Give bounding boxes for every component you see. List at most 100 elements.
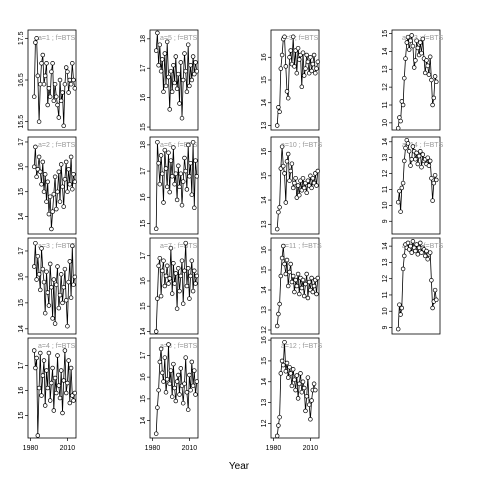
data-point <box>413 157 418 162</box>
data-point <box>406 149 412 154</box>
data-point <box>164 377 170 382</box>
y-tick-label: 13 <box>261 220 268 228</box>
panel: a=6 ; f=BTS 15 16 17 18 <box>140 136 200 235</box>
y-tick-label: 14 <box>261 196 268 204</box>
data-point <box>44 269 49 274</box>
data-point <box>292 377 297 382</box>
data-point <box>285 375 291 380</box>
data-point <box>180 301 186 306</box>
data-point <box>297 291 302 297</box>
y-tick-label: 17 <box>18 362 25 370</box>
series-line <box>397 35 437 129</box>
data-point <box>33 240 38 246</box>
y-tick-label: 14 <box>140 327 147 335</box>
data-point <box>180 77 186 83</box>
y-tick-label: 11 <box>382 101 389 108</box>
data-point <box>184 89 190 95</box>
data-point <box>398 312 403 317</box>
series-line <box>33 146 76 230</box>
x-tick-label: 2010 <box>182 445 198 452</box>
data-point <box>50 316 55 321</box>
data-point <box>62 81 68 87</box>
data-point <box>174 86 180 92</box>
y-tick-label: 12 <box>382 83 389 91</box>
data-point <box>61 204 66 209</box>
y-tick-label: 16 <box>140 94 147 102</box>
data-point <box>177 288 182 294</box>
data-point <box>284 257 290 263</box>
x-tick-label: 1980 <box>23 445 39 452</box>
y-tick-label: 9 <box>382 219 389 223</box>
data-point <box>182 155 187 161</box>
data-point <box>67 400 73 406</box>
data-point <box>65 189 70 194</box>
data-point <box>177 184 182 190</box>
panel: a=12 ; f=BTS 12 13 14 15 16 1980 2010 <box>261 336 323 452</box>
panel-label: a=7 ; f=BTS <box>160 243 198 250</box>
data-point <box>292 180 297 186</box>
panel: a=11 ; f=BTS 12 13 14 15 16 <box>261 237 322 335</box>
data-point <box>156 387 161 393</box>
data-point <box>180 179 186 184</box>
data-point <box>176 266 181 271</box>
y-tick-label: 17.5 <box>18 31 25 45</box>
data-point <box>276 105 281 110</box>
panel-frame <box>27 237 77 335</box>
data-point <box>397 302 402 307</box>
data-point <box>35 253 41 259</box>
y-tick-label: 10 <box>382 307 389 315</box>
data-point <box>187 83 192 89</box>
data-point <box>158 293 164 299</box>
data-point <box>67 182 73 187</box>
data-point <box>45 290 50 295</box>
data-point <box>163 390 169 395</box>
data-point <box>194 68 200 74</box>
data-point <box>434 297 439 303</box>
y-tick-label: 14 <box>140 417 147 425</box>
data-point <box>163 166 169 171</box>
data-point <box>397 188 402 194</box>
data-point <box>282 339 287 345</box>
data-point <box>406 47 412 52</box>
panel-frame <box>149 29 199 131</box>
data-point <box>49 226 54 232</box>
data-point <box>399 185 405 191</box>
y-tick-label: 17 <box>140 167 147 175</box>
data-point <box>301 185 307 191</box>
data-point <box>52 321 58 326</box>
data-point <box>398 118 403 124</box>
data-point <box>65 69 70 74</box>
data-point <box>57 199 63 204</box>
data-point <box>282 171 287 176</box>
data-point <box>171 145 176 150</box>
data-point <box>44 61 49 66</box>
data-point <box>56 383 62 388</box>
data-point <box>300 175 306 181</box>
data-point <box>432 74 438 79</box>
data-point <box>185 142 191 148</box>
data-point <box>70 61 75 66</box>
data-point <box>426 72 432 77</box>
data-point <box>308 55 313 60</box>
panel-label: a=11 ; f=BTS <box>281 243 322 250</box>
data-point <box>67 77 73 83</box>
data-point <box>49 69 54 74</box>
panel: a=14 ; f=BTS 9 10 11 12 13 14 <box>382 136 444 235</box>
data-point <box>179 202 185 208</box>
data-point <box>184 283 190 289</box>
data-point <box>193 281 198 286</box>
data-point <box>183 68 188 74</box>
y-tick-label: 12 <box>261 326 268 334</box>
data-point <box>290 273 296 279</box>
data-point <box>402 158 407 164</box>
data-point <box>60 410 65 416</box>
data-point <box>293 175 298 181</box>
data-point <box>278 371 284 376</box>
data-point <box>303 281 308 287</box>
data-point <box>187 174 192 179</box>
x-tick-label: 1980 <box>145 445 161 452</box>
data-point <box>424 58 429 63</box>
data-point <box>425 256 430 262</box>
x-axis-title: Year <box>229 461 250 472</box>
data-point <box>400 102 406 108</box>
